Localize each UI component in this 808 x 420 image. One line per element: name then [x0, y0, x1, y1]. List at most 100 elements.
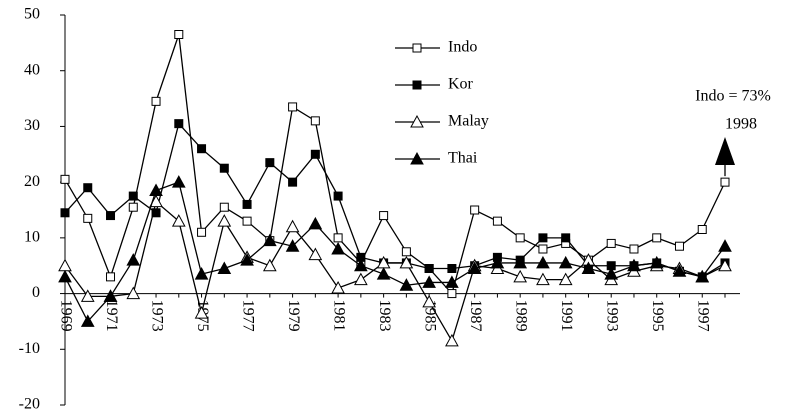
data-point [128, 191, 138, 201]
data-point [217, 261, 232, 274]
data-point [354, 272, 368, 286]
x-tick-label: 1971 [103, 300, 120, 332]
legend-marker [412, 80, 422, 90]
y-tick-label: 0 [32, 284, 40, 301]
data-point [285, 219, 300, 233]
data-point [697, 225, 707, 234]
y-tick-label: -20 [19, 396, 40, 413]
data-point [424, 264, 434, 273]
data-point [538, 244, 548, 254]
data-point [538, 233, 548, 243]
data-point [194, 267, 209, 280]
data-point [399, 255, 414, 269]
annotation: Indo = 73% [695, 88, 771, 105]
data-point [447, 289, 457, 299]
data-point [285, 239, 300, 252]
data-point [718, 258, 732, 272]
data-point [58, 269, 72, 283]
x-tick-label: 1981 [330, 300, 347, 332]
data-point [399, 278, 414, 291]
data-point [627, 258, 641, 272]
y-tick-label: 30 [24, 117, 40, 134]
data-point [288, 177, 298, 187]
data-point [219, 163, 229, 173]
data-point [536, 272, 550, 286]
legend-marker [410, 151, 424, 165]
data-point [308, 247, 323, 261]
y-tick-label: 10 [24, 229, 40, 246]
data-point [106, 272, 116, 282]
data-point [467, 261, 482, 274]
data-point [333, 233, 343, 243]
data-point [492, 216, 502, 226]
annotation: 1998 [725, 116, 757, 133]
data-point [194, 306, 209, 319]
data-point [379, 211, 389, 221]
data-point [536, 255, 550, 269]
data-point [720, 177, 730, 187]
legend-label: Malay [448, 113, 489, 130]
x-tick-label: 1989 [513, 300, 530, 332]
x-tick-label: 1979 [285, 300, 302, 332]
data-point [470, 205, 480, 215]
x-tick-label: 1993 [604, 300, 621, 332]
data-point [376, 267, 391, 280]
data-point [513, 269, 528, 283]
data-point [262, 258, 277, 272]
legend-marker [412, 43, 422, 53]
x-tick-label: 1983 [376, 300, 393, 332]
x-tick-label: 1997 [695, 300, 712, 332]
data-point [171, 175, 186, 188]
data-point [151, 96, 161, 106]
data-point [447, 264, 457, 273]
data-point [149, 183, 163, 196]
data-point [490, 255, 505, 269]
data-point [174, 119, 184, 129]
data-point [354, 258, 368, 272]
data-point [422, 275, 436, 288]
data-point [649, 255, 664, 269]
data-point [515, 233, 525, 243]
x-tick-label: 1991 [558, 300, 575, 332]
data-point [561, 233, 571, 243]
data-point [151, 208, 161, 218]
data-point [128, 202, 138, 212]
data-point [197, 227, 207, 237]
data-point [126, 253, 141, 266]
data-point [219, 202, 229, 212]
legend-marker [410, 114, 424, 128]
series-line [64, 34, 726, 295]
series-line [64, 122, 726, 278]
data-point [126, 286, 141, 300]
data-point [58, 258, 72, 272]
x-tick-label: 1985 [421, 300, 438, 332]
data-point [310, 116, 320, 126]
y-tick-label: -10 [19, 340, 40, 357]
data-point [695, 269, 710, 283]
data-point [217, 214, 232, 227]
y-tick-label: 40 [24, 61, 40, 78]
data-point [60, 208, 70, 218]
data-point [310, 149, 320, 159]
data-point [262, 233, 277, 247]
y-tick-label: 20 [24, 173, 40, 190]
data-point [604, 267, 619, 280]
legend-label: Thai [448, 150, 478, 167]
data-point [513, 255, 528, 269]
data-point [308, 216, 323, 230]
data-point [674, 241, 684, 251]
data-point [83, 183, 93, 193]
data-point [288, 102, 298, 112]
data-point [103, 289, 118, 302]
data-point [718, 239, 732, 252]
data-point [629, 244, 639, 254]
data-point [80, 314, 95, 327]
data-point [558, 255, 573, 269]
data-point [171, 214, 186, 227]
data-point [333, 191, 343, 201]
data-point [240, 253, 254, 266]
data-point [83, 213, 93, 223]
legend-label: Kor [448, 76, 474, 93]
data-point [197, 144, 207, 154]
